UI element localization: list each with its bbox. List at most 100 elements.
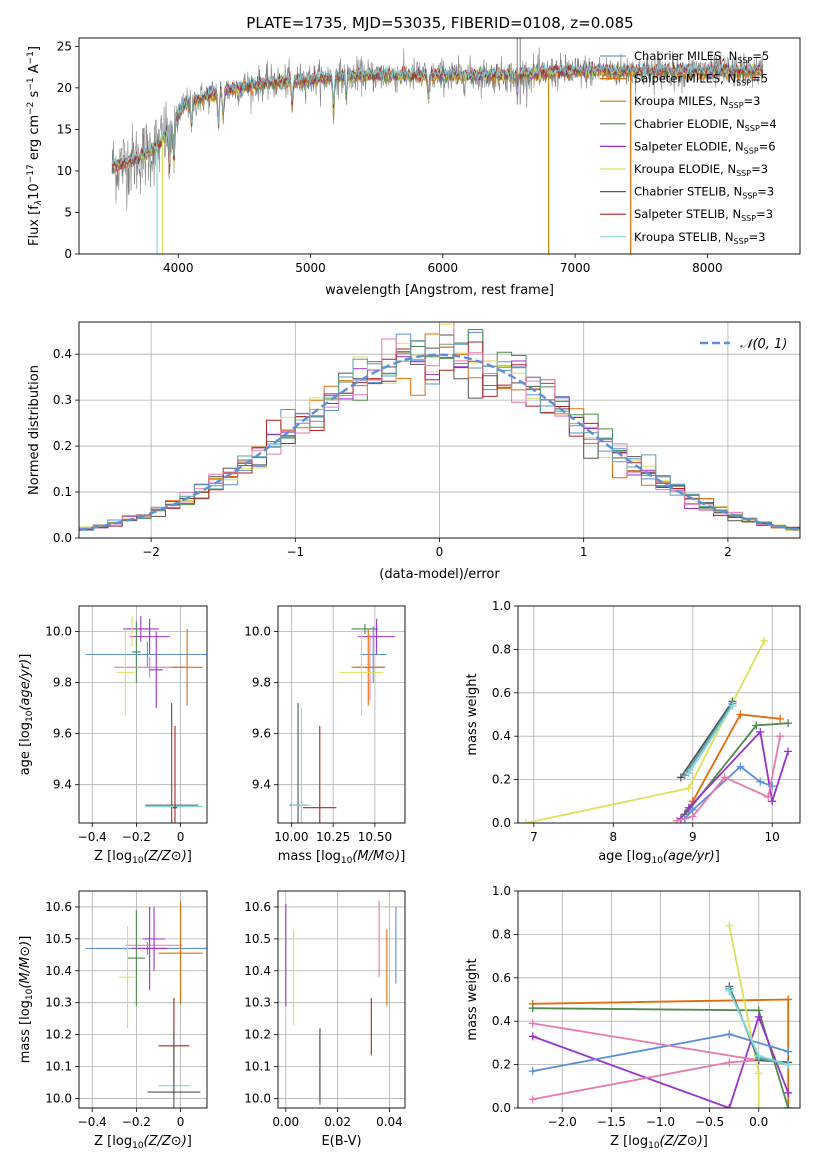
weight-marker [672,816,681,823]
label-part: 10 [341,856,353,866]
label-part: λ [34,200,44,206]
label-part: (Z/Z⊙) [660,1134,703,1149]
x-axis-label: mass [log10(M/M⊙)] [278,849,406,866]
errorbar-point [351,628,385,706]
weight-marker [784,1060,793,1069]
y-tick-label: 0 [64,247,72,261]
weight-marker [725,1104,734,1108]
weight-marker [754,1104,763,1108]
x-tick-label: −0.2 [122,1115,151,1129]
weight-marker [784,719,793,728]
axes-frame [78,321,801,539]
x-tick-label: −0.4 [78,830,107,844]
label-part: ] [187,1134,192,1149]
y-tick-label: 10.0 [45,625,72,639]
label-part: Z [ [94,1134,112,1149]
y-axis-label: mass weight [465,958,480,1040]
weight-marker [776,714,785,723]
y-tick-label: 10.1 [45,1060,72,1074]
y-tick-label: 10.6 [45,900,72,914]
label-part: (Z/Z⊙) [144,1134,187,1149]
x-tick-label: 0 [436,545,444,559]
y-axis-label: mass weight [465,673,480,755]
axes-frame [277,890,406,1109]
label-part: 10 [648,1141,660,1151]
errorbars [85,616,207,823]
x-axis-label: age [log10(age/yr)] [598,849,720,866]
legend-sub: SSP [734,237,749,246]
legend-sub: SSP [745,124,760,133]
errorbar-point [116,628,135,716]
errorbars [285,900,397,1105]
label-part: ] [187,849,192,864]
y-tick-label: 0.0 [492,1101,511,1115]
y-tick-label: 25 [57,39,72,53]
weight-marker [736,710,745,719]
y-tick-label: 10.0 [244,625,271,639]
weight-series-2 [684,722,789,815]
legend-tail: =5 [752,49,769,63]
observed-spectrum [111,47,764,211]
legend-label: Salpeter STELIB, NSSP=3 [634,207,773,223]
x-tick-label: 6000 [428,261,459,275]
legend-label: Kroupa MILES, NSSP=3 [634,94,760,110]
weight-marker [784,1104,793,1108]
errorbar-point [118,926,137,1029]
x-axis-label: (data-model)/error [379,567,500,582]
y-tick-label: 5 [64,205,72,219]
y-tick-label: 1.0 [492,599,511,613]
weight-marker [521,819,530,823]
errorbar-point [129,618,170,655]
x-tick-label: 4000 [163,261,194,275]
age-vs-mass-panel: 10.00 10.25 10.50 9.4 9.6 9.8 10.0 mass [log10(… [244,605,406,866]
label-part: 10 [25,988,35,1000]
age-vs-metallicity-panel: −0.4 −0.2 09.49.69.810.0Z [log10(Z/Z⊙)]age… [18,605,208,866]
errorbar-point [147,1031,201,1108]
errorbar-point [303,725,337,823]
label-part: ] [27,46,42,51]
x-axis-label: Z [log10(Z/Z⊙)] [94,1134,192,1151]
legend-text: Salpeter STELIB, N [634,207,741,221]
legend-label: Chabrier STELIB, NSSP=3 [634,185,774,201]
legend-text: Kroupa ELODIE, N [634,162,736,176]
x-tick-label: 10.00 [274,830,308,844]
errorbar-point [131,621,141,683]
weight-series-5 [728,925,760,1108]
x-tick-label: 1 [580,545,588,559]
spectrum-panel: 4000 5000 6000 7000 8000 0 5 10 15 20 25 wavelength… [26,37,801,298]
weight-marker [768,797,777,806]
label-part: log [628,1134,648,1149]
weight-marker [784,995,793,1004]
weight-vs-metallicity-panel: −2.0 −1.5 −1.0 −0.5 0.0 0.0 0.2 0.4 0.6 0.8 1.0 Z [… [465,884,801,1151]
label-part: log [321,849,341,864]
label-part: mass [ [278,849,321,864]
x-tick-label: −2.0 [548,1115,577,1129]
x-tick-label: 0.02 [324,1115,351,1129]
x-tick-label: −0.2 [122,830,151,844]
x-tick-label: −1.0 [646,1115,675,1129]
weight-marker [756,777,765,786]
weight-marker [784,747,793,756]
label-part: ] [703,1134,708,1149]
label-part: 10 [132,1141,144,1151]
label-part: (M/M⊙) [18,941,33,989]
weight-marker [688,812,697,821]
weight-series-8 [688,705,734,774]
weight-marker [784,1047,793,1056]
label-part: log [112,849,132,864]
x-tick-label: 10.50 [358,830,392,844]
label-part: −1 [26,77,36,90]
legend-label: 𝒩(0, 1) [740,337,787,352]
y-tick-label: 10.6 [244,900,271,914]
errorbar-point [149,631,163,709]
weight-marker [776,732,785,741]
x-tick-label: 0 [177,830,185,844]
legend-label: Salpeter MILES, NSSP=5 [634,72,768,88]
weight-marker [528,1032,537,1041]
weight-series-0 [525,640,766,823]
weight-marker [528,1095,537,1104]
y-tick-label: 15 [57,122,72,136]
x-tick-label: −2 [142,545,160,559]
legend-sub: SSP [729,101,744,110]
